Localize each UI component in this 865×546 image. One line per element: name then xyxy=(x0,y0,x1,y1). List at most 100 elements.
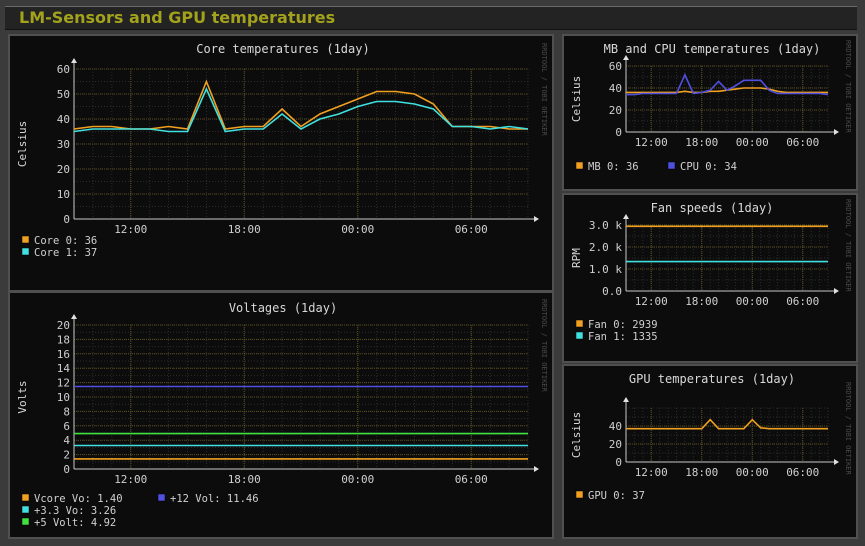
y-tick-label: 0.0 xyxy=(602,285,622,298)
legend-series-name: GPU 0 xyxy=(588,490,620,502)
legend-series-name: MB 0 xyxy=(588,161,613,173)
chart-title: MB and CPU temperatures (1day) xyxy=(604,42,821,56)
y-tick-label: 0 xyxy=(63,463,70,476)
x-tick-label: 06:00 xyxy=(455,473,488,486)
legend-separator: : xyxy=(78,517,91,529)
legend-swatch xyxy=(21,247,30,256)
y-tick-label: 0 xyxy=(615,456,622,469)
core-temperatures-panel: Core temperatures (1day) Celsius RRDTOOL /… xyxy=(8,34,554,292)
y-axis-label: Celsius xyxy=(16,121,29,167)
legend-label: +12 Vol: 11.46 xyxy=(170,493,259,505)
x-axis-arrow xyxy=(534,466,539,472)
y-tick-label: 60 xyxy=(609,60,622,73)
page-title-bar: LM-Sensors and GPU temperatures xyxy=(5,6,857,30)
x-tick-label: 00:00 xyxy=(341,223,374,236)
legend-series-name: Fan 0 xyxy=(588,319,620,331)
legend-label: Vcore Vo: 1.40 xyxy=(34,493,123,505)
legend-value: 37 xyxy=(632,490,645,502)
legend-separator: : xyxy=(214,493,227,505)
y-tick-label: 2 xyxy=(63,449,70,462)
x-axis-arrow xyxy=(834,288,839,294)
mbcpu-chart-svg: MB and CPU temperatures (1day) Celsius RRD… xyxy=(570,40,852,173)
y-tick-label: 30 xyxy=(57,138,70,151)
y-tick-label: 2.0 k xyxy=(589,241,622,254)
legend-separator: : xyxy=(620,490,633,502)
legend-series-name: +5 Volt xyxy=(34,517,78,529)
chart-title: Voltages (1day) xyxy=(229,301,337,315)
legend-swatch xyxy=(667,161,676,170)
legend-separator: : xyxy=(72,247,85,259)
legend-series-name: Core 1 xyxy=(34,247,72,259)
legend-separator: : xyxy=(85,493,98,505)
fan-speeds-panel: Fan speeds (1day) RPM RRDTOOL / TOBI OETIK… xyxy=(562,193,858,363)
y-axis-arrow xyxy=(71,314,77,319)
rrdtool-watermark: RRDTOOL / TOBI OETIKER xyxy=(844,199,852,293)
legend-value: 1.40 xyxy=(97,493,122,505)
rrdtool-watermark: RRDTOOL / TOBI OETIKER xyxy=(540,43,548,137)
y-axis-arrow xyxy=(623,214,629,219)
y-tick-label: 20 xyxy=(57,163,70,176)
legend-label: MB 0: 36 xyxy=(588,161,639,173)
x-tick-label: 00:00 xyxy=(736,295,769,308)
rrdtool-watermark: RRDTOOL / TOBI OETIKER xyxy=(540,299,548,393)
legend-value: 1335 xyxy=(632,331,657,343)
series-line-core-1 xyxy=(73,87,529,133)
y-tick-label: 40 xyxy=(609,82,622,95)
y-tick-label: 40 xyxy=(57,113,70,126)
y-axis-label: Celsius xyxy=(570,76,583,122)
fan-chart-svg: Fan speeds (1day) RPM RRDTOOL / TOBI OETIK… xyxy=(570,199,852,343)
x-axis-arrow xyxy=(834,129,839,135)
gpu-temperatures-panel: GPU temperatures (1day) Celsius RRDTOOL / … xyxy=(562,364,858,539)
y-tick-label: 20 xyxy=(609,104,622,117)
legend-label: Fan 1: 1335 xyxy=(588,331,658,343)
legend-label: GPU 0: 37 xyxy=(588,490,645,502)
legend-value: 36 xyxy=(85,235,98,247)
y-tick-label: 3.0 k xyxy=(589,219,622,232)
x-tick-label: 06:00 xyxy=(786,295,819,308)
legend-label: Core 1: 37 xyxy=(34,247,97,259)
legend-series-name: CPU 0 xyxy=(680,161,712,173)
x-tick-label: 12:00 xyxy=(635,466,668,479)
chart-title: GPU temperatures (1day) xyxy=(629,372,795,386)
legend-series-name: Vcore Vo xyxy=(34,493,85,505)
legend-series-name: Core 0 xyxy=(34,235,72,247)
y-axis-label: Volts xyxy=(16,380,29,413)
legend-swatch xyxy=(575,490,584,499)
x-tick-label: 12:00 xyxy=(635,136,668,149)
y-tick-label: 20 xyxy=(609,438,622,451)
y-tick-label: 1.0 k xyxy=(589,263,622,276)
legend-swatch xyxy=(157,493,166,502)
chart-title: Fan speeds (1day) xyxy=(651,201,774,215)
y-tick-label: 40 xyxy=(609,420,622,433)
y-axis-arrow xyxy=(623,397,629,402)
legend-separator: : xyxy=(620,319,633,331)
legend-value: 36 xyxy=(626,161,639,173)
legend-label: CPU 0: 34 xyxy=(680,161,737,173)
legend-series-name: +3.3 Vo xyxy=(34,505,78,517)
y-tick-label: 50 xyxy=(57,88,70,101)
legend-swatch xyxy=(575,331,584,340)
y-tick-label: 12 xyxy=(57,377,70,390)
x-tick-label: 00:00 xyxy=(736,466,769,479)
legend-value: 11.46 xyxy=(227,493,259,505)
x-axis-arrow xyxy=(534,216,539,222)
y-tick-label: 0 xyxy=(63,213,70,226)
voltages-panel: Voltages (1day) Volts RRDTOOL / TOBI OETIK… xyxy=(8,291,554,539)
x-tick-label: 00:00 xyxy=(736,136,769,149)
core-chart-svg: Core temperatures (1day) Celsius RRDTOOL /… xyxy=(16,42,548,259)
legend-separator: : xyxy=(620,331,633,343)
y-tick-label: 10 xyxy=(57,188,70,201)
x-tick-label: 18:00 xyxy=(685,136,718,149)
legend-swatch xyxy=(21,505,30,514)
y-axis-label: Celsius xyxy=(570,412,583,458)
x-tick-label: 18:00 xyxy=(228,473,261,486)
legend-label: +3.3 Vo: 3.26 xyxy=(34,505,116,517)
legend-swatch xyxy=(21,493,30,502)
series-line-cpu-0 xyxy=(626,72,829,96)
rrdtool-watermark: RRDTOOL / TOBI OETIKER xyxy=(844,40,852,134)
legend-swatch xyxy=(575,161,584,170)
legend-separator: : xyxy=(712,161,725,173)
legend-swatch xyxy=(21,235,30,244)
y-tick-label: 4 xyxy=(63,434,70,447)
y-tick-label: 8 xyxy=(63,405,70,418)
